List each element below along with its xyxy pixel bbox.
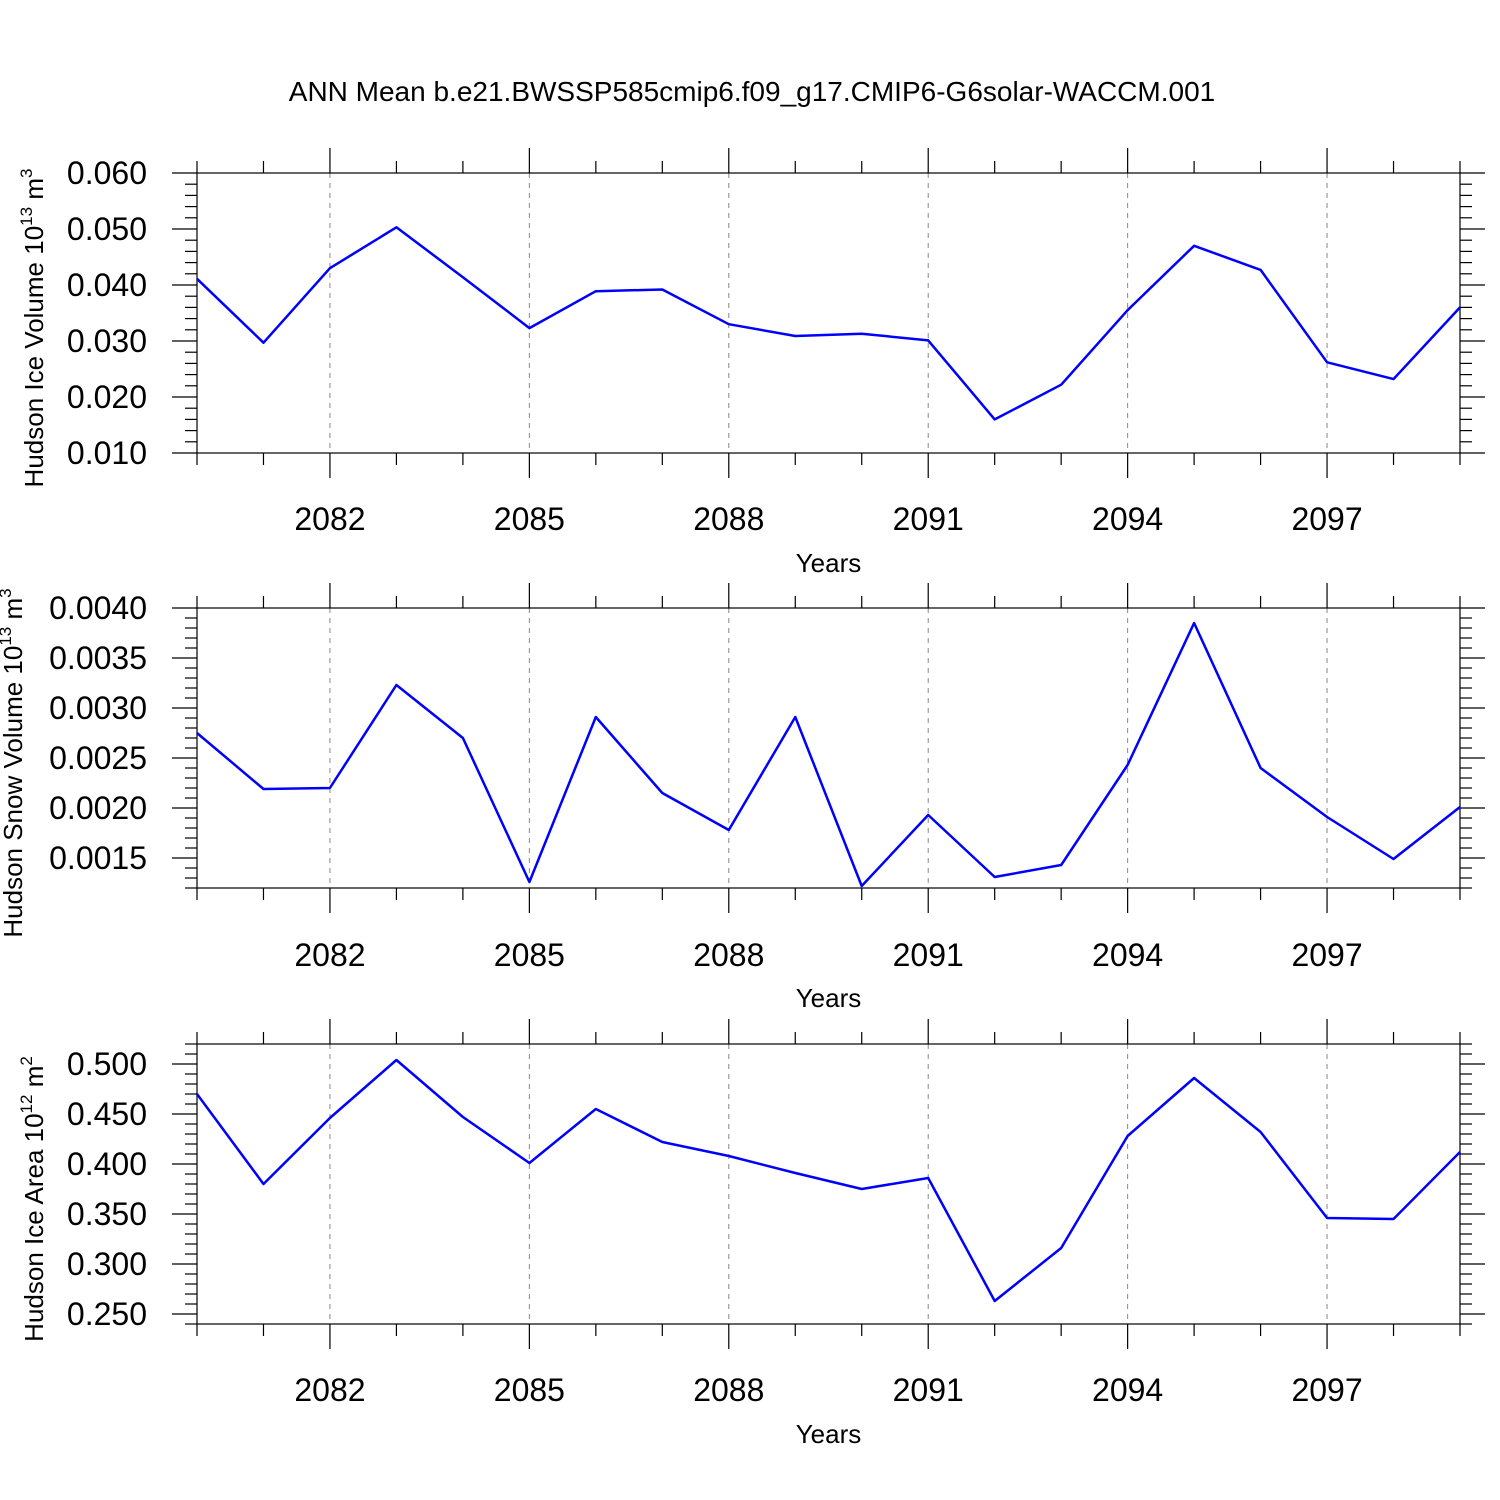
y-tick-label: 0.450 [67,1096,147,1132]
y-tick-label: 0.0040 [49,590,147,626]
y-tick-label: 0.010 [67,435,147,471]
plot-frame [196,172,1461,454]
x-tick-label: 2091 [893,1372,964,1408]
x-tick-label: 2085 [494,501,565,537]
panel-1: 0.010 0.020 0.030 0.040 0.050 0.060 2082 2085 20… [17,148,1485,578]
x-tick-label: 2082 [294,1372,365,1408]
x-tick-label: 2091 [893,937,964,973]
x-tick-label: 2088 [693,937,764,973]
x-axis-title: Years [796,1419,862,1449]
series-line [195,1058,1461,1303]
y-tick-label: 0.350 [67,1196,147,1232]
x-tick-label: 2088 [693,1372,764,1408]
x-tick-label: 2094 [1092,501,1163,537]
y-tick-label: 0.020 [67,379,147,415]
series-line [196,621,1461,888]
x-tick-label: 2097 [1291,937,1362,973]
x-tick-label: 2085 [494,937,565,973]
y-tick-label: 0.0025 [49,740,147,776]
y-tick-label: 0.040 [67,267,147,303]
x-tick-label: 2082 [294,501,365,537]
x-tick-label: 2082 [294,937,365,973]
y-tick-label: 0.0035 [49,640,147,676]
panels: 0.010 0.020 0.030 0.040 0.050 0.060 2082 2085 20… [0,148,1485,1449]
y-tick-label: 0.0030 [49,690,147,726]
y-axis-title: Hudson Ice Volume 1013 m3 [17,169,49,488]
x-tick-label: 2097 [1291,501,1362,537]
plot-frame [196,1043,1461,1325]
x-tick-label: 2091 [893,501,964,537]
y-tick-label: 0.250 [67,1296,147,1332]
x-tick-label: 2097 [1291,1372,1362,1408]
x-tick-label: 2094 [1092,1372,1163,1408]
plot-frame [196,607,1461,889]
x-tick-label: 2085 [494,1372,565,1408]
x-axis-title: Years [796,548,862,578]
y-tick-label: 0.0020 [49,790,147,826]
x-tick-label: 2088 [693,501,764,537]
y-tick-label: 0.0015 [49,840,147,876]
y-tick-label: 0.030 [67,323,147,359]
panel-2: 0.0015 0.0020 0.0025 0.0030 0.0035 0.0040 2082… [0,583,1485,1013]
figure-title: ANN Mean b.e21.BWSSP585cmip6.f09_g17.CMI… [289,76,1215,107]
x-axis-title: Years [796,983,862,1013]
x-tick-label: 2094 [1092,937,1163,973]
y-tick-label: 0.400 [67,1146,147,1182]
y-axis-title: Hudson Snow Volume 1013 m3 [0,588,28,937]
panel-3: 0.250 0.300 0.350 0.400 0.450 0.500 2082 2085 20… [17,1019,1485,1449]
y-tick-label: 0.050 [67,211,147,247]
y-axis-title: Hudson Ice Area 1012 m2 [17,1056,49,1342]
y-tick-label: 0.500 [67,1046,147,1082]
y-tick-label: 0.300 [67,1246,147,1282]
series-line [196,226,1461,421]
y-tick-label: 0.060 [67,155,147,191]
